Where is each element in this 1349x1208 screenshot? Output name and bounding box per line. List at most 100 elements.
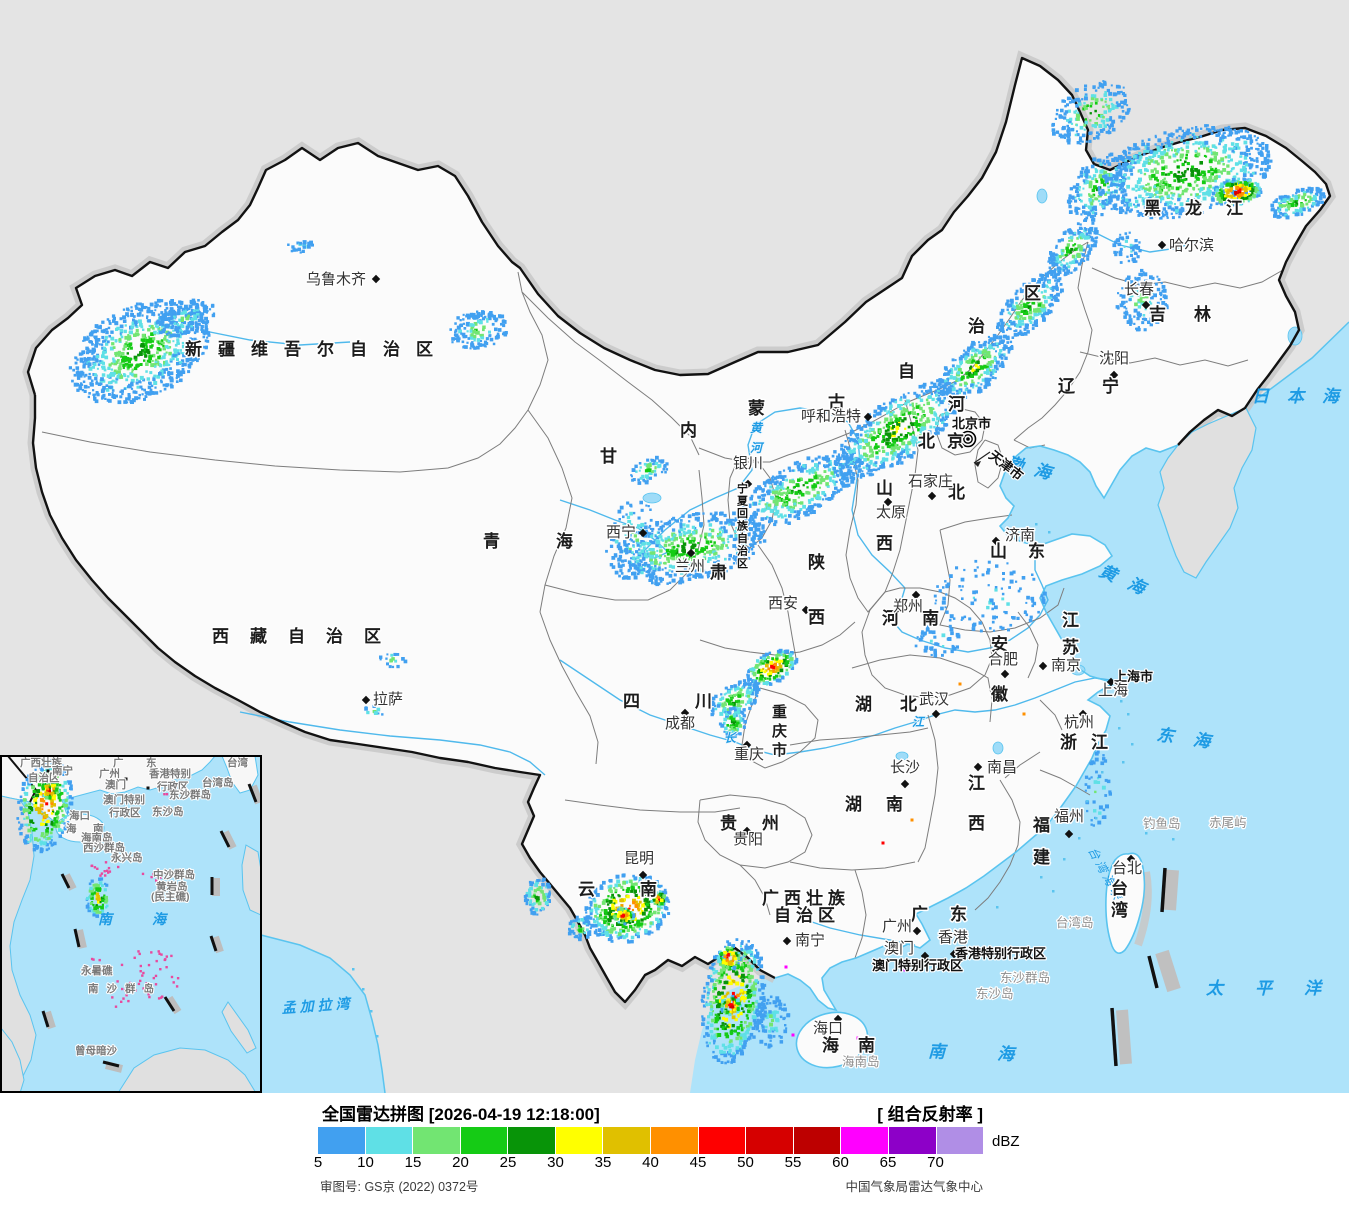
radar-echo-pixel xyxy=(1185,131,1190,136)
radar-echo-pixel xyxy=(1068,205,1072,209)
radar-echo-pixel xyxy=(814,471,818,475)
radar-echo-pixel xyxy=(1069,261,1072,265)
radar-echo-pixel xyxy=(607,529,610,533)
radar-echo-pixel xyxy=(470,344,474,348)
radar-echo-pixel xyxy=(162,327,166,331)
radar-echo-pixel xyxy=(1074,247,1078,251)
radar-echo-pixel xyxy=(816,494,820,498)
radar-echo-pixel xyxy=(1083,211,1088,215)
radar-echo-pixel xyxy=(80,352,84,356)
radar-echo-pixel xyxy=(1237,180,1240,183)
radar-echo-pixel xyxy=(721,529,726,534)
radar-echo-pixel xyxy=(154,304,158,309)
radar-echo-pixel xyxy=(158,372,162,376)
radar-echo-pixel xyxy=(951,399,954,402)
radar-echo-pixel xyxy=(1084,203,1088,207)
radar-echo-pixel xyxy=(176,358,179,362)
radar-echo-pixel xyxy=(868,455,872,458)
radar-echo-pixel xyxy=(1047,309,1050,312)
radar-echo-pixel xyxy=(204,316,208,321)
radar-echo-pixel xyxy=(738,536,742,539)
radar-echo-pixel xyxy=(1108,172,1113,177)
radar-echo-pixel xyxy=(158,364,163,368)
radar-echo-pixel xyxy=(1157,155,1161,158)
radar-echo-pixel xyxy=(1100,180,1105,184)
radar-echo-pixel xyxy=(780,505,784,509)
radar-echo-pixel xyxy=(169,367,172,370)
radar-echo-pixel xyxy=(1225,183,1229,187)
radar-echo-pixel xyxy=(1079,174,1083,178)
radar-echo-pixel xyxy=(1159,157,1162,160)
radar-echo-pixel xyxy=(753,501,758,506)
radar-echo-pixel xyxy=(944,367,948,371)
radar-echo-pixel xyxy=(1088,247,1093,251)
radar-echo-pixel xyxy=(1242,135,1247,140)
radar-echo-pixel xyxy=(649,534,654,538)
radar-echo-pixel xyxy=(671,528,676,532)
radar-echo-pixel xyxy=(875,451,879,455)
radar-echo-pixel xyxy=(1052,254,1055,257)
radar-echo-pixel xyxy=(890,463,894,468)
radar-echo-pixel xyxy=(180,352,183,355)
radar-echo-pixel xyxy=(462,335,466,339)
radar-echo-pixel xyxy=(127,363,132,368)
radar-echo-pixel xyxy=(861,461,864,464)
radar-echo-pixel xyxy=(182,352,185,355)
radar-echo-pixel xyxy=(1266,161,1270,165)
radar-echo-pixel xyxy=(719,512,723,516)
radar-echo-pixel xyxy=(648,463,652,467)
radar-echo-pixel xyxy=(1009,313,1012,316)
radar-echo-pixel xyxy=(901,413,905,416)
radar-echo-pixel xyxy=(1243,140,1248,145)
radar-echo-pixel xyxy=(1054,262,1059,267)
radar-echo-pixel xyxy=(459,319,462,322)
radar-echo-pixel xyxy=(149,390,153,394)
radar-echo-pixel xyxy=(766,506,770,510)
radar-echo-pixel xyxy=(153,330,157,335)
radar-echo-pixel xyxy=(1020,303,1023,307)
radar-echo-pixel xyxy=(797,496,800,499)
radar-echo-pixel xyxy=(785,487,788,490)
radar-echo-pixel xyxy=(1122,196,1125,199)
radar-echo-pixel xyxy=(912,411,916,416)
radar-echo-pixel xyxy=(682,523,686,527)
radar-echo-pixel xyxy=(674,519,677,522)
radar-echo-pixel xyxy=(792,499,797,503)
radar-echo-pixel xyxy=(141,314,144,317)
radar-echo-pixel xyxy=(1197,188,1200,191)
radar-echo-pixel xyxy=(107,326,111,330)
radar-echo-pixel xyxy=(1121,165,1124,168)
radar-echo-pixel xyxy=(200,302,204,306)
radar-echo-pixel xyxy=(849,452,854,456)
radar-echo-pixel xyxy=(1153,185,1157,189)
radar-echo-pixel xyxy=(101,397,104,400)
radar-echo-pixel xyxy=(194,352,198,357)
radar-echo-pixel xyxy=(1181,162,1185,167)
radar-echo-pixel xyxy=(1078,186,1081,189)
radar-echo-pixel xyxy=(164,317,168,321)
radar-echo-pixel xyxy=(823,464,826,467)
radar-echo-pixel xyxy=(1102,175,1105,178)
radar-echo-pixel xyxy=(1067,109,1071,113)
radar-echo-pixel xyxy=(949,374,953,378)
radar-echo-pixel xyxy=(192,309,196,313)
radar-echo-pixel xyxy=(1174,174,1177,178)
radar-echo-pixel xyxy=(963,381,967,385)
radar-echo-pixel xyxy=(960,395,963,398)
radar-echo-pixel xyxy=(1115,175,1119,179)
radar-echo-pixel xyxy=(641,567,646,572)
radar-echo-pixel xyxy=(844,462,848,467)
radar-echo-pixel xyxy=(1077,244,1081,248)
radar-echo-pixel xyxy=(179,306,183,309)
radar-echo-pixel xyxy=(649,518,653,522)
radar-echo-pixel xyxy=(79,359,84,363)
radar-echo-pixel xyxy=(1095,230,1099,234)
radar-echo-pixel xyxy=(1061,99,1065,103)
radar-echo-pixel xyxy=(845,452,849,456)
radar-echo-pixel xyxy=(1088,198,1092,202)
radar-echo-pixel xyxy=(1149,176,1153,181)
radar-echo-pixel xyxy=(841,483,846,488)
radar-echo-pixel xyxy=(618,574,621,578)
radar-echo-pixel xyxy=(1120,154,1123,157)
radar-echo-pixel xyxy=(1205,155,1208,158)
